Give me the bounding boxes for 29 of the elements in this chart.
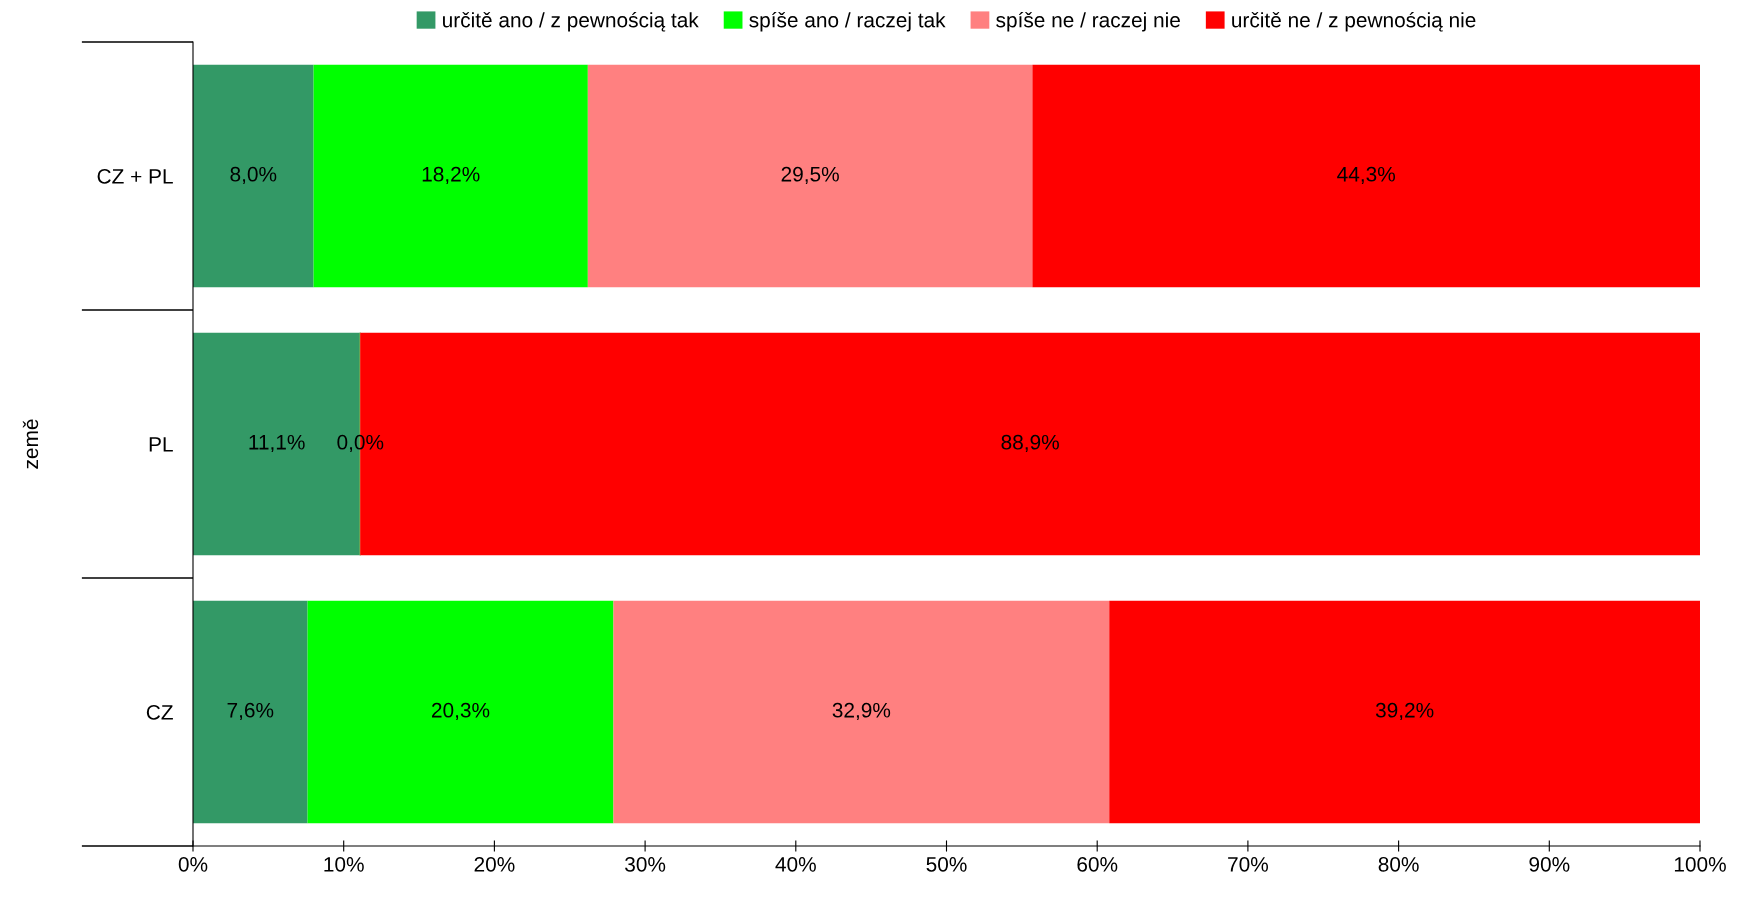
x-tick-label: 0% <box>178 856 208 872</box>
data-label: 20,3% <box>432 702 490 721</box>
data-label: 29,5% <box>781 166 839 185</box>
y-tick-label: CZ + PL <box>97 169 173 184</box>
x-tick-label: 10% <box>324 856 364 872</box>
x-tick-label: 50% <box>926 856 967 872</box>
legend-label: určitě ano / z pewnością tak <box>443 11 699 32</box>
y-tick-label: CZ <box>146 705 173 720</box>
data-label: 18,2% <box>422 166 480 185</box>
x-tick-label: 90% <box>1529 856 1570 872</box>
legend-label: spíše ano / raczej tak <box>749 11 946 32</box>
data-label: 8,0% <box>230 166 277 185</box>
x-tick-label: 60% <box>1077 856 1118 872</box>
y-tick-label: PL <box>149 437 173 452</box>
x-tick-label: 40% <box>775 856 816 872</box>
data-label: 88,9% <box>1001 434 1059 453</box>
data-label: 32,9% <box>832 702 891 721</box>
y-axis-title: země <box>22 419 39 469</box>
legend-label: určitě ne / z pewnością nie <box>1232 11 1476 32</box>
x-tick-label: 80% <box>1378 856 1419 872</box>
x-tick-label: 70% <box>1228 856 1269 872</box>
data-label: 44,3% <box>1337 166 1395 185</box>
x-tick-label: 20% <box>474 856 515 872</box>
x-tick-label: 30% <box>625 856 666 872</box>
data-label: 7,6% <box>227 702 274 721</box>
data-label: 11,1% <box>249 434 305 453</box>
data-label: 39,2% <box>1375 702 1434 721</box>
x-tick-label: 100% <box>1674 856 1726 872</box>
legend-label: spíše ne / raczej nie <box>996 11 1180 32</box>
